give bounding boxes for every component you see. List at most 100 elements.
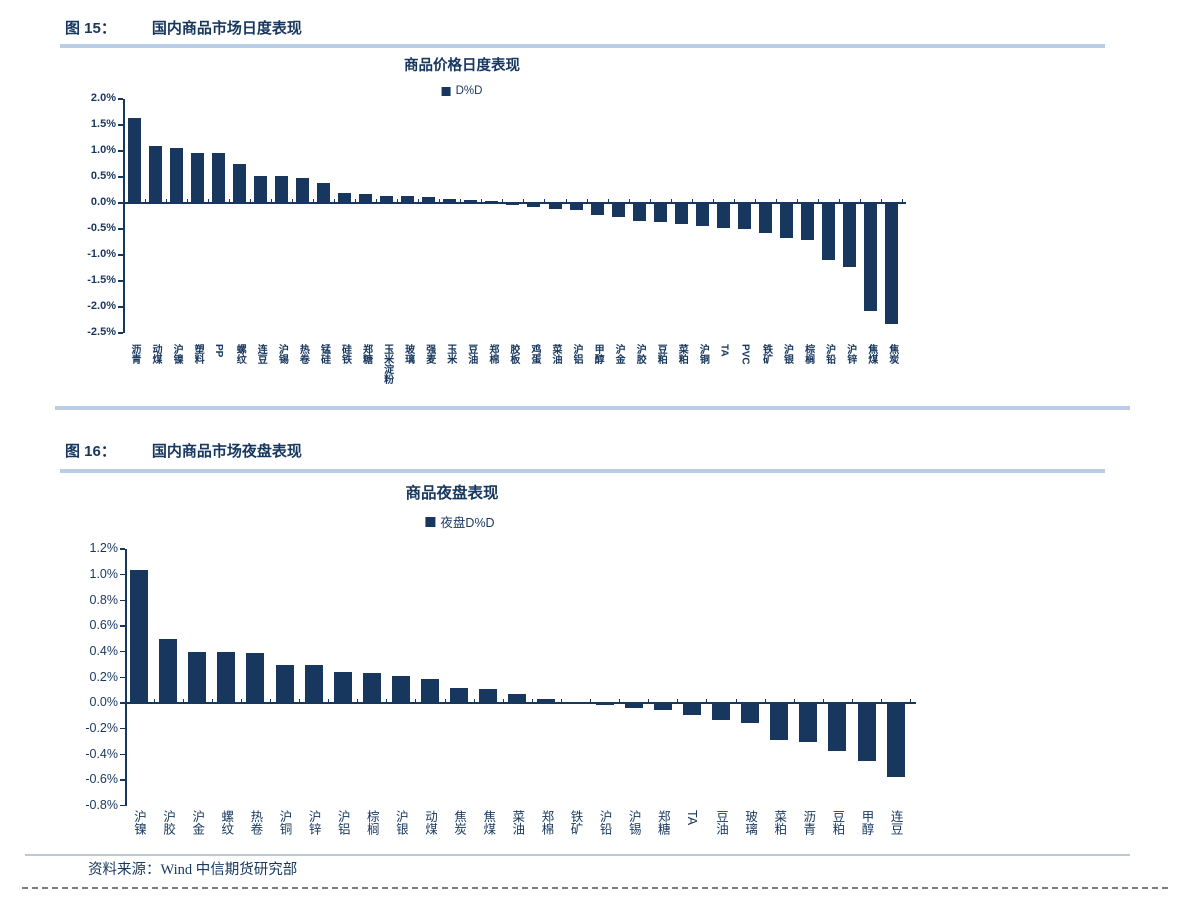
x-axis-label: 沪镍 (171, 344, 183, 364)
bar-沪金 (188, 651, 207, 703)
category-tick (881, 199, 883, 203)
category-tick (333, 199, 335, 203)
x-axis-label: 塑料 (192, 344, 204, 364)
y-axis-label: 1.2% (89, 541, 119, 556)
bar-沥青 (127, 118, 141, 203)
x-axis-label: 豆粕 (655, 344, 667, 364)
category-tick (240, 699, 242, 703)
bar-硅铁 (338, 193, 351, 203)
bar-郑糖 (653, 703, 672, 711)
bar-玉米淀粉 (380, 196, 394, 203)
category-tick (764, 699, 766, 703)
x-axis-label: 沪镍 (132, 810, 146, 835)
category-tick (902, 199, 904, 203)
x-axis-label: 郑糖 (360, 344, 372, 364)
bar-强麦 (422, 197, 436, 203)
figure16-label: 图 16： (65, 443, 116, 460)
bar-沪锡 (624, 703, 643, 708)
x-axis-label: 沪锌 (844, 344, 856, 364)
x-axis-label: 动煤 (423, 810, 437, 835)
x-axis-label: 硅铁 (339, 344, 351, 364)
y-axis-label: 0.2% (89, 669, 119, 684)
x-axis-label: 螺纹 (219, 810, 234, 835)
category-tick (544, 199, 546, 203)
y-axis-label: 1.5% (90, 118, 116, 131)
x-axis-label: TA (718, 344, 730, 357)
category-tick (839, 199, 841, 203)
category-tick (677, 699, 679, 703)
bar-鸡蛋 (527, 203, 541, 207)
x-axis-label: 沥青 (801, 810, 816, 835)
chart-title: 商品夜盘表现 (405, 485, 499, 502)
category-tick (523, 199, 525, 203)
y-axis-tick (118, 98, 123, 100)
x-axis-label: 菜粕 (772, 810, 787, 835)
bar-沪胶 (159, 638, 178, 703)
category-tick (299, 699, 301, 703)
bar-郑棉 (537, 699, 556, 703)
x-axis-label: 玉米 (444, 344, 456, 364)
bar-沪铅 (595, 703, 614, 706)
category-tick (473, 699, 475, 703)
category-tick (881, 699, 883, 703)
category-tick (776, 199, 778, 203)
category-tick (291, 199, 293, 203)
header-rule-bottom (60, 469, 1105, 473)
chart-legend: D%D (441, 85, 482, 97)
category-tick (328, 699, 330, 703)
x-axis-label: 甲醇 (592, 344, 604, 364)
x-axis-label: 玻璃 (743, 810, 758, 835)
bar-焦煤 (479, 688, 498, 703)
y-axis-label: 1.0% (89, 566, 119, 581)
x-axis-label: PVC (739, 344, 751, 365)
category-tick (397, 199, 399, 203)
bar-玻璃 (741, 703, 760, 723)
category-tick (502, 699, 504, 703)
category-tick (628, 199, 630, 203)
bar-连豆 (886, 703, 905, 777)
category-tick (607, 199, 609, 203)
x-axis-label: 连豆 (255, 344, 267, 364)
bar-热卷 (295, 178, 309, 203)
category-tick (415, 699, 417, 703)
y-axis-tick (120, 779, 125, 781)
y-axis-tick (118, 254, 123, 256)
bar-沪胶 (632, 203, 646, 222)
category-tick (207, 199, 209, 203)
y-axis-label: 0.6% (89, 618, 119, 633)
category-tick (182, 699, 184, 703)
x-axis-label: 胶板 (507, 344, 519, 364)
x-axis-label: 锰硅 (318, 344, 330, 364)
x-axis-label: 菜油 (550, 344, 561, 364)
category-tick (123, 199, 125, 203)
category-tick (376, 199, 378, 203)
y-axis-label: -0.4% (85, 746, 118, 761)
figure15-header: 图 15： 国内商品市场日度表现 (65, 17, 302, 38)
y-axis-label: 1.0% (90, 144, 116, 157)
x-axis-label: 焦炭 (886, 344, 898, 364)
category-tick (460, 199, 462, 203)
y-axis-tick (120, 727, 125, 730)
y-axis-line (123, 99, 125, 333)
y-axis-tick (120, 676, 125, 679)
x-axis-label: 沥青 (129, 344, 140, 364)
category-tick (691, 199, 693, 203)
x-axis-label: 沪金 (613, 344, 625, 364)
category-tick (565, 199, 567, 203)
y-axis-label: -0.8% (85, 797, 118, 812)
x-axis-label: 郑糖 (655, 810, 670, 835)
y-axis-label: 0.5% (90, 170, 116, 183)
category-tick (735, 699, 737, 703)
bar-沪铝 (569, 203, 583, 210)
bar-胶板 (506, 203, 520, 206)
x-axis-label: 豆油 (465, 344, 477, 364)
bar-郑棉 (485, 201, 499, 203)
y-axis-tick (118, 332, 123, 334)
bar-甲醇 (590, 203, 604, 215)
bar-甲醇 (857, 703, 876, 762)
y-axis-label: 0.0% (89, 695, 119, 710)
x-axis-label: 铁矿 (760, 344, 772, 364)
category-tick (754, 199, 756, 203)
bar-锰硅 (316, 182, 330, 203)
